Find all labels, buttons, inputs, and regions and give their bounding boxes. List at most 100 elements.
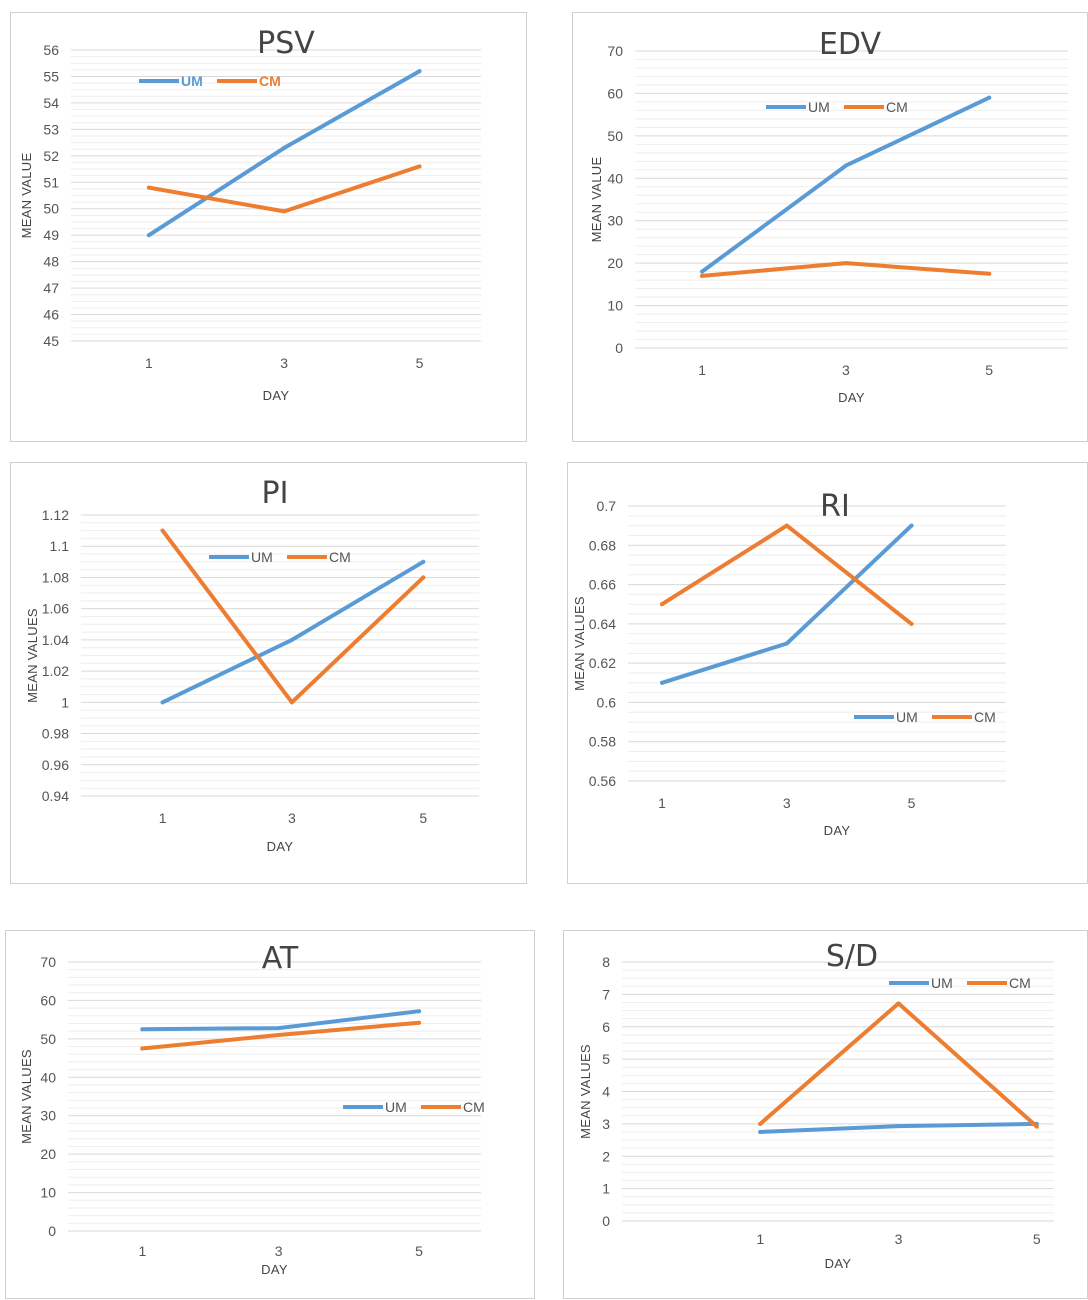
legend-label-um: UM [251, 549, 273, 565]
chart-title: S/D [826, 939, 878, 974]
y-tick-label: 0 [615, 340, 623, 356]
chart-ri: 0.56 0.58 0.6 0.62 0.64 0.66 0.68 0.7 1 3 5 RI DAY ME… [567, 462, 1088, 884]
x-tick-label: 3 [842, 362, 850, 378]
y-tick-label: 0.62 [589, 655, 616, 671]
chart-sd: 0 1 2 3 4 5 6 7 8 1 3 5 S/D DAY MEAN VALUES UM CM [563, 930, 1088, 1299]
y-tick-label: 1 [61, 694, 69, 710]
x-tick-label: 1 [145, 355, 153, 371]
y-axis-label: MEAN VALUE [19, 153, 34, 239]
y-tick-label: 54 [43, 95, 59, 111]
x-tick-label: 5 [415, 1243, 423, 1259]
legend-label-cm: CM [886, 99, 908, 115]
data-point-um [660, 680, 665, 685]
legend-label-cm: CM [329, 549, 351, 565]
y-tick-label: 0.58 [589, 734, 616, 750]
data-point-cm [417, 1020, 422, 1025]
data-point-cm [140, 1046, 145, 1051]
y-tick-label: 70 [40, 954, 56, 970]
y-tick-label: 1.02 [42, 663, 69, 679]
y-tick-label: 30 [607, 213, 623, 229]
x-tick-label: 5 [419, 810, 427, 826]
legend-label-cm: CM [259, 73, 281, 89]
data-point-cm [1034, 1124, 1039, 1129]
chart-title: RI [820, 489, 850, 524]
x-tick-label: 5 [416, 355, 424, 371]
y-axis-label: MEAN VALUES [578, 1044, 593, 1139]
data-point-cm [843, 261, 848, 266]
edv-svg: 0 10 20 30 40 50 60 70 1 3 5 EDV DAY MEAN VALUE UM CM [589, 27, 1068, 405]
y-tick-label: 51 [43, 174, 59, 190]
chart-title: AT [262, 941, 299, 976]
y-axis-label: MEAN VALUES [25, 608, 40, 703]
y-tick-label: 50 [43, 201, 59, 217]
y-tick-label: 1.1 [50, 538, 70, 554]
chart-at: 0 10 20 30 40 50 60 70 1 3 5 AT DAY MEAN VALUES UM CM [5, 930, 535, 1299]
legend-label-um: UM [181, 73, 203, 89]
data-point-cm [896, 1001, 901, 1006]
x-tick-label: 1 [658, 795, 666, 811]
data-point-um [784, 641, 789, 646]
legend-label-cm: CM [1009, 975, 1031, 991]
y-tick-label: 0.68 [589, 537, 616, 553]
data-point-cm [146, 185, 151, 190]
data-point-cm [276, 1033, 281, 1038]
data-point-um [758, 1129, 763, 1134]
data-point-cm [758, 1121, 763, 1126]
x-axis-label: DAY [824, 823, 851, 838]
at-svg: 0 10 20 30 40 50 60 70 1 3 5 AT DAY MEAN VALUES UM CM [19, 941, 485, 1277]
y-tick-label: 1.04 [42, 632, 69, 648]
data-point-cm [660, 602, 665, 607]
data-point-cm [700, 273, 705, 278]
legend-label-cm: CM [974, 709, 996, 725]
y-tick-label: 0.94 [42, 788, 69, 804]
y-tick-label: 10 [607, 298, 623, 314]
y-tick-label: 56 [43, 42, 59, 58]
x-tick-label: 5 [985, 362, 993, 378]
y-tick-label: 48 [43, 254, 59, 270]
x-tick-label: 3 [275, 1243, 283, 1259]
chart-edv: 0 10 20 30 40 50 60 70 1 3 5 EDV DAY MEAN VALUE UM CM [572, 12, 1088, 442]
legend-label-um: UM [896, 709, 918, 725]
data-point-cm [421, 575, 426, 580]
data-point-cm [417, 164, 422, 169]
y-tick-label: 47 [43, 280, 59, 296]
ri-svg: 0.56 0.58 0.6 0.62 0.64 0.66 0.68 0.7 1 3 5 RI DAY ME… [572, 489, 1006, 838]
y-tick-label: 20 [607, 255, 623, 271]
y-tick-label: 1.08 [42, 569, 69, 585]
data-point-um [987, 95, 992, 100]
y-tick-label: 70 [607, 43, 623, 59]
y-tick-label: 52 [43, 148, 59, 164]
y-tick-label: 0 [602, 1213, 610, 1229]
y-tick-label: 60 [40, 992, 56, 1008]
chart-title: PI [262, 476, 289, 511]
x-tick-label: 1 [138, 1243, 146, 1259]
data-point-um [276, 1026, 281, 1031]
y-tick-label: 0.64 [589, 616, 616, 632]
data-point-cm [289, 700, 294, 705]
y-tick-label: 45 [43, 333, 59, 349]
y-tick-label: 5 [602, 1051, 610, 1067]
data-point-um [146, 233, 151, 238]
y-tick-label: 46 [43, 307, 59, 323]
y-tick-label: 49 [43, 227, 59, 243]
y-tick-label: 30 [40, 1108, 56, 1124]
data-point-cm [909, 621, 914, 626]
y-tick-label: 10 [40, 1185, 56, 1201]
y-tick-label: 2 [602, 1148, 610, 1164]
y-tick-label: 20 [40, 1146, 56, 1162]
y-tick-label: 50 [40, 1031, 56, 1047]
y-tick-label: 0 [48, 1223, 56, 1239]
y-axis-label: MEAN VALUES [572, 596, 587, 691]
y-tick-label: 40 [40, 1069, 56, 1085]
x-tick-label: 3 [288, 810, 296, 826]
y-tick-label: 50 [607, 128, 623, 144]
x-axis-label: DAY [825, 1256, 852, 1271]
y-tick-label: 7 [602, 986, 610, 1002]
x-tick-label: 3 [895, 1231, 903, 1247]
y-tick-label: 8 [602, 954, 610, 970]
x-tick-label: 1 [698, 362, 706, 378]
y-tick-label: 4 [602, 1084, 610, 1100]
y-tick-label: 1 [602, 1181, 610, 1197]
x-axis-label: DAY [838, 390, 865, 405]
chart-psv: 45 46 47 48 49 50 51 52 53 54 55 56 1 3 5 PSV DAY MEAN VA… [10, 12, 527, 442]
